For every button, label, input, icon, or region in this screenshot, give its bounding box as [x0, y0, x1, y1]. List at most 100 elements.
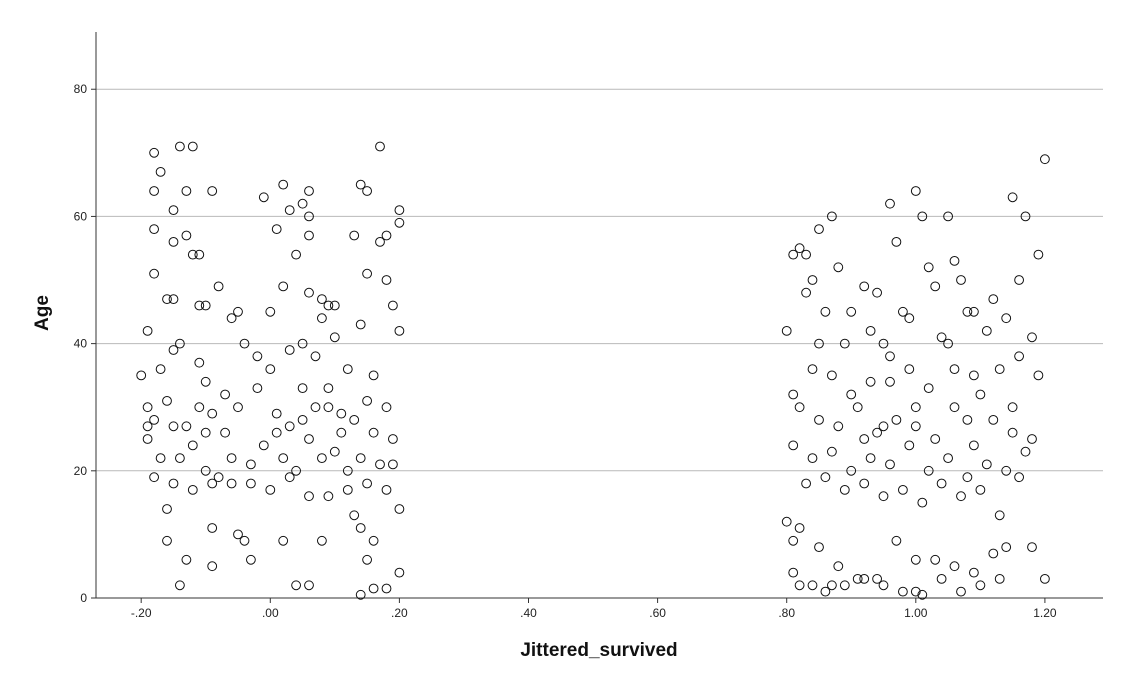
data-point — [207, 478, 218, 489]
data-point — [788, 440, 799, 451]
data-point — [820, 586, 831, 597]
data-point — [994, 574, 1005, 584]
data-point — [297, 415, 308, 425]
data-point — [207, 408, 218, 419]
data-point — [910, 421, 921, 432]
data-point — [388, 459, 398, 470]
data-point — [962, 306, 973, 317]
data-point — [969, 440, 979, 451]
data-point — [885, 351, 895, 362]
data-point — [368, 535, 379, 546]
data-point — [839, 485, 850, 495]
data-point — [246, 459, 256, 470]
data-point — [981, 459, 992, 470]
data-point — [381, 402, 392, 413]
y-tick-label: 60 — [74, 209, 88, 223]
data-point — [904, 364, 915, 375]
data-point — [239, 338, 250, 349]
data-point — [162, 396, 172, 406]
data-point — [820, 306, 831, 317]
data-point — [349, 230, 360, 241]
data-point — [962, 415, 973, 425]
data-point — [930, 434, 941, 444]
data-point — [994, 364, 1005, 375]
data-point — [898, 586, 908, 597]
data-point — [865, 326, 876, 336]
data-point — [1014, 351, 1024, 362]
x-tick-label: 1.00 — [904, 606, 928, 620]
data-point — [362, 268, 373, 279]
data-point — [988, 415, 999, 425]
x-tick-labels: -.20 .00 .20 .40 .60 .80 1.00 1.20 — [131, 606, 1057, 620]
data-point — [949, 364, 960, 375]
data-point — [904, 440, 915, 451]
data-point — [949, 402, 960, 413]
data-point — [833, 262, 844, 273]
data-point — [872, 287, 882, 298]
data-point — [175, 580, 185, 591]
data-point — [878, 421, 889, 432]
data-point — [168, 237, 179, 247]
y-tick-label: 20 — [74, 464, 88, 478]
data-point — [788, 535, 799, 546]
data-point — [936, 478, 947, 489]
data-points — [136, 141, 1050, 600]
data-point — [827, 446, 837, 457]
data-point — [142, 421, 153, 432]
data-point — [284, 345, 295, 355]
data-point — [1001, 313, 1012, 324]
data-point — [304, 211, 314, 222]
data-point — [323, 383, 334, 394]
data-point — [969, 370, 979, 381]
data-point — [981, 326, 992, 336]
data-point — [136, 370, 147, 381]
data-point — [291, 249, 302, 260]
data-point — [297, 383, 308, 394]
data-point — [865, 453, 876, 464]
data-point — [833, 421, 844, 432]
data-point — [878, 338, 889, 349]
data-point — [187, 141, 198, 152]
data-point — [381, 583, 392, 594]
data-point — [394, 217, 405, 228]
data-point — [794, 243, 805, 254]
x-tick-label: .00 — [262, 606, 279, 620]
data-point — [814, 415, 824, 425]
x-tick-label: .60 — [649, 606, 666, 620]
data-point — [852, 402, 863, 413]
data-point — [1033, 370, 1044, 381]
data-point — [284, 421, 295, 432]
data-point — [317, 313, 327, 324]
data-point — [1007, 192, 1018, 203]
data-point — [781, 326, 792, 336]
data-point — [969, 306, 979, 317]
data-point — [355, 179, 366, 190]
data-point — [949, 256, 960, 266]
data-point — [168, 345, 179, 355]
data-point — [994, 510, 1005, 521]
y-axis-title: Age — [32, 295, 53, 331]
data-point — [827, 370, 837, 381]
data-point — [323, 300, 334, 311]
data-point — [1020, 446, 1031, 457]
data-point — [317, 294, 327, 305]
data-point — [278, 281, 289, 292]
data-point — [1020, 211, 1031, 222]
data-point — [969, 567, 979, 578]
data-point — [807, 453, 818, 464]
data-point — [200, 300, 211, 311]
data-point — [781, 516, 792, 527]
data-point — [149, 268, 160, 279]
data-point — [278, 453, 289, 464]
data-point — [200, 465, 211, 476]
data-point — [207, 561, 218, 572]
data-point — [878, 580, 889, 591]
data-point — [362, 396, 373, 406]
data-point — [910, 186, 921, 196]
data-point — [168, 294, 179, 305]
data-point — [1007, 402, 1018, 413]
data-point — [162, 294, 172, 305]
data-point — [187, 440, 198, 451]
data-point — [368, 370, 379, 381]
data-point — [142, 326, 153, 336]
